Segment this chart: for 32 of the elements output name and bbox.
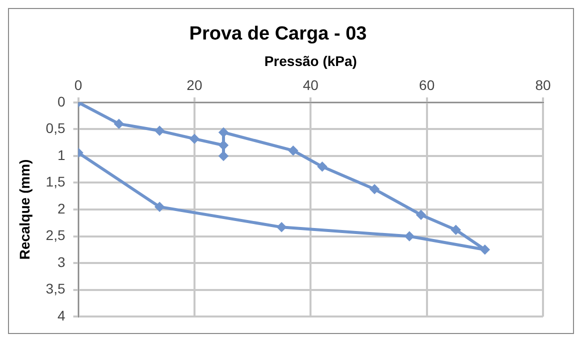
point	[155, 202, 164, 212]
point	[370, 184, 380, 194]
x-tick-label: 80	[535, 76, 551, 93]
point	[416, 210, 426, 220]
point	[277, 222, 286, 232]
point	[218, 140, 228, 150]
point	[155, 126, 164, 136]
x-axis-title: Pressão (kPa)	[264, 53, 357, 70]
y-tick-label: 0	[57, 93, 66, 110]
x-tick-label: 40	[302, 76, 319, 93]
x-tick-label: 0	[74, 76, 82, 93]
y-tick-label: 3,5	[46, 280, 66, 297]
chart-title: Prova de Carga - 03	[189, 24, 367, 45]
y-tick-label: 1,5	[46, 174, 66, 190]
y-tick-label: 2	[57, 200, 66, 216]
point	[114, 119, 124, 128]
y-tick-label: 0,5	[46, 120, 66, 136]
point	[190, 134, 199, 144]
y-tick-label: 4	[57, 307, 66, 324]
x-tick-label: 60	[419, 76, 435, 93]
y-tick-label: 2,5	[46, 227, 66, 244]
point	[218, 128, 228, 137]
y-axis-title: Recalque (mm)	[16, 159, 32, 260]
y-tick-label: 3	[57, 254, 66, 270]
y-tick-label: 1	[57, 146, 66, 163]
point	[480, 245, 490, 254]
point	[218, 151, 228, 160]
point	[404, 232, 414, 241]
x-tick-label: 20	[186, 76, 202, 93]
point	[318, 162, 327, 172]
point	[288, 146, 298, 156]
point	[451, 225, 460, 234]
